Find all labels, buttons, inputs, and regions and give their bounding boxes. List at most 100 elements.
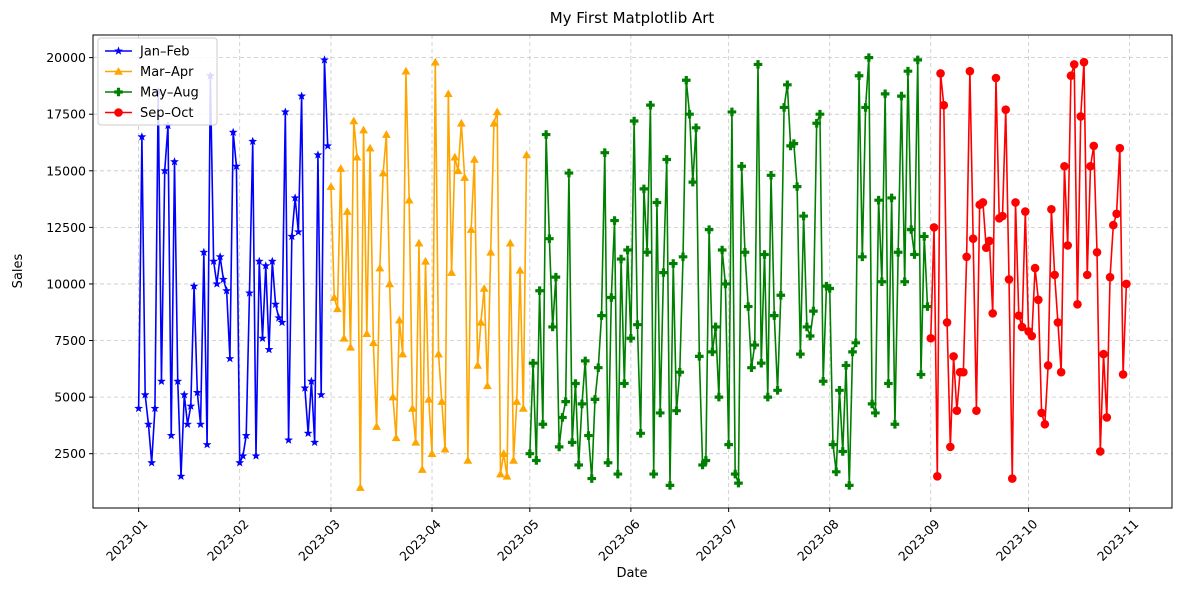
- data-point: [254, 256, 264, 266]
- data-point: [1079, 57, 1089, 67]
- data-point: [408, 404, 417, 412]
- data-point: [535, 286, 544, 296]
- data-point: [1102, 413, 1112, 422]
- data-point: [652, 198, 662, 207]
- data-point: [985, 236, 994, 246]
- data-point: [1034, 295, 1043, 305]
- data-point: [1112, 209, 1121, 219]
- plot-frame: [92, 34, 1173, 509]
- data-point: [499, 449, 509, 457]
- legend-entry: Jan–Feb: [105, 45, 190, 60]
- legend: Jan–Feb Mar–Apr May–Aug Sep–Oct: [97, 37, 218, 126]
- chart-title: My First Matplotlib Art: [550, 9, 715, 27]
- data-point: [440, 444, 450, 453]
- data-point: [831, 467, 841, 477]
- data-point: [740, 247, 750, 257]
- data-point: [1082, 270, 1092, 280]
- data-point: [747, 363, 756, 372]
- data-point: [1027, 331, 1037, 341]
- legend-marker: [114, 87, 123, 97]
- series-4: [926, 57, 1131, 483]
- data-point: [626, 333, 636, 343]
- data-point: [248, 136, 258, 146]
- data-point: [593, 363, 603, 372]
- data-point: [587, 474, 597, 483]
- data-point: [1056, 367, 1066, 377]
- data-point: [577, 399, 587, 409]
- data-point: [1069, 60, 1079, 69]
- data-point: [890, 419, 900, 429]
- data-point: [981, 243, 991, 253]
- data-point: [815, 109, 825, 119]
- data-point: [558, 413, 567, 422]
- data-point: [636, 429, 645, 438]
- data-point: [134, 403, 144, 413]
- data-point: [844, 481, 854, 490]
- data-point: [880, 89, 890, 99]
- data-point: [469, 155, 479, 163]
- data-point: [939, 100, 949, 110]
- data-point: [1047, 204, 1056, 214]
- data-point: [352, 152, 362, 161]
- data-point: [946, 442, 955, 452]
- data-point: [932, 472, 942, 481]
- legend-marker: [114, 46, 123, 55]
- data-point: [450, 152, 460, 161]
- data-point: [750, 340, 760, 350]
- data-point: [245, 288, 254, 297]
- data-point: [884, 379, 893, 388]
- data-point: [649, 469, 658, 479]
- data-point: [675, 367, 685, 377]
- data-point: [342, 207, 352, 215]
- legend-entry: Mar–Apr: [105, 65, 194, 80]
- data-point: [825, 284, 835, 293]
- data-point: [802, 322, 812, 332]
- data-point: [822, 281, 831, 291]
- data-point: [607, 293, 616, 302]
- data-point: [463, 456, 473, 464]
- data-point: [590, 395, 600, 404]
- data-point: [783, 80, 792, 90]
- data-point: [1076, 112, 1086, 121]
- data-point: [900, 277, 909, 286]
- data-point: [1004, 275, 1014, 284]
- data-point: [978, 198, 988, 207]
- data-point: [427, 449, 437, 457]
- data-point: [567, 438, 577, 447]
- data-point: [646, 100, 655, 110]
- data-point: [1099, 349, 1108, 359]
- data-point: [541, 130, 551, 139]
- data-point: [179, 390, 189, 399]
- data-point: [639, 184, 649, 194]
- data-point: [1030, 263, 1040, 273]
- data-point: [1001, 105, 1011, 114]
- data-point: [952, 406, 962, 415]
- data-point: [346, 342, 355, 351]
- data-point: [473, 361, 483, 369]
- data-point: [492, 107, 502, 116]
- series-1: [134, 55, 333, 481]
- data-point: [554, 442, 564, 452]
- data-point: [910, 250, 919, 259]
- data-point: [828, 440, 838, 449]
- data-point: [424, 394, 434, 403]
- y-tick-label: 12500: [46, 220, 86, 235]
- data-point: [166, 430, 176, 440]
- data-point: [633, 320, 642, 329]
- data-point: [887, 193, 896, 203]
- data-point: [727, 107, 737, 117]
- data-point: [1021, 207, 1030, 216]
- data-point: [398, 349, 408, 358]
- data-point: [375, 263, 385, 272]
- data-point: [225, 354, 235, 363]
- data-point: [620, 379, 629, 388]
- data-point: [261, 261, 271, 270]
- data-point: [525, 449, 535, 458]
- data-point: [453, 166, 463, 175]
- data-point: [176, 471, 186, 481]
- data-point: [196, 419, 205, 428]
- data-point: [1066, 71, 1076, 81]
- data-point: [584, 431, 593, 440]
- data-point: [189, 281, 199, 290]
